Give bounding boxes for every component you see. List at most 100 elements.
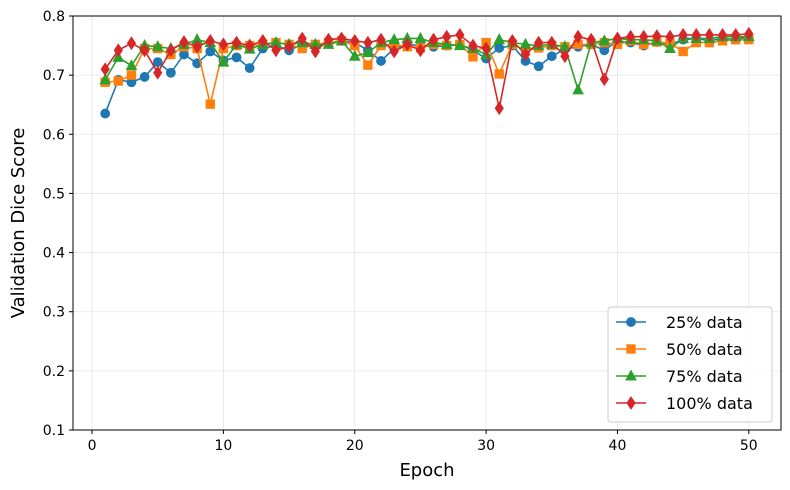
legend-marker [626, 317, 636, 327]
data-point [152, 57, 163, 68]
data-point [126, 36, 137, 51]
data-point [205, 99, 215, 109]
data-point [151, 40, 164, 52]
data-point [376, 32, 386, 47]
data-point [468, 52, 478, 62]
x-axis-ticks: 0 10 20 30 40 50 [88, 430, 758, 454]
data-point [664, 41, 676, 54]
y-tick-label: 0.1 [43, 423, 65, 439]
data-point [586, 32, 596, 47]
data-point [231, 52, 242, 63]
data-point [494, 43, 505, 53]
data-point [99, 73, 112, 85]
data-point [599, 72, 609, 87]
data-point [625, 29, 636, 44]
y-tick-label: 0.4 [43, 246, 65, 262]
x-tick-label: 50 [740, 438, 758, 454]
data-point [244, 63, 255, 73]
data-point [337, 31, 347, 46]
data-point [245, 38, 255, 53]
data-point [428, 32, 439, 47]
y-axis-ticks: 0.1 0.2 0.3 0.4 0.5 0.6 0.7 0.8 [43, 9, 73, 439]
data-point [481, 41, 491, 56]
data-point [744, 26, 754, 41]
data-point [639, 29, 649, 44]
data-point [113, 76, 124, 86]
data-point [468, 38, 478, 53]
legend-label: 50% data [666, 340, 743, 359]
data-point [297, 31, 307, 46]
legend-label: 25% data [666, 313, 743, 332]
data-point [139, 72, 150, 82]
x-tick-label: 30 [477, 438, 495, 454]
data-point [534, 35, 544, 50]
data-point [533, 61, 544, 72]
series-layer [99, 26, 755, 119]
legend-marker [626, 344, 636, 354]
data-point [348, 49, 361, 61]
data-point [179, 35, 189, 49]
data-point [415, 43, 426, 58]
data-point [573, 29, 583, 44]
data-point [165, 67, 176, 78]
data-point [205, 33, 215, 48]
data-point [704, 28, 715, 42]
data-point [284, 39, 294, 54]
data-point [362, 46, 374, 58]
y-axis-label: Validation Dice Score [8, 128, 29, 319]
legend-label: 100% data [666, 394, 753, 413]
plot-frame [72, 15, 782, 431]
data-point [125, 59, 138, 71]
data-point [678, 28, 688, 42]
data-point [126, 70, 137, 80]
data-point [231, 35, 242, 50]
legend-entry: 25% data [616, 313, 743, 332]
data-point [389, 44, 399, 59]
data-point [323, 32, 334, 47]
data-point [547, 35, 557, 50]
data-point [363, 35, 373, 50]
y-tick-label: 0.2 [43, 364, 65, 380]
data-point [100, 108, 111, 119]
data-point [494, 101, 504, 116]
data-point [665, 29, 675, 44]
data-point [612, 31, 623, 46]
legend-entry: 100% data [616, 394, 753, 413]
data-point [507, 33, 517, 48]
x-tick-label: 20 [346, 438, 364, 454]
data-point [218, 37, 229, 52]
legend: 25% data 50% data 75% data 100% data [607, 306, 773, 423]
data-point [572, 83, 584, 95]
data-point [652, 29, 662, 44]
data-point [166, 43, 176, 58]
data-point [455, 28, 465, 42]
data-point [388, 33, 400, 45]
legend-marker [625, 369, 637, 381]
data-point [100, 62, 110, 77]
x-axis-label: Epoch [399, 460, 454, 481]
data-point [454, 38, 466, 51]
y-tick-label: 0.6 [43, 127, 65, 143]
legend-marker [626, 396, 636, 410]
data-point [258, 33, 268, 48]
data-point [153, 65, 163, 80]
data-point [376, 56, 386, 66]
data-point [546, 51, 557, 62]
data-point [717, 28, 728, 42]
data-point [192, 39, 202, 54]
series-diamond [100, 26, 754, 116]
data-point [440, 37, 453, 49]
data-point [598, 34, 611, 46]
data-point [363, 60, 373, 70]
data-point [442, 29, 452, 44]
y-tick-label: 0.8 [43, 9, 65, 25]
data-point [560, 49, 570, 64]
data-point [113, 43, 123, 58]
y-tick-label: 0.5 [43, 186, 65, 202]
x-tick-label: 10 [214, 438, 232, 454]
data-point [350, 33, 360, 48]
legend-entry: 75% data [616, 367, 743, 386]
data-point [414, 31, 427, 43]
y-tick-label: 0.3 [43, 305, 65, 321]
